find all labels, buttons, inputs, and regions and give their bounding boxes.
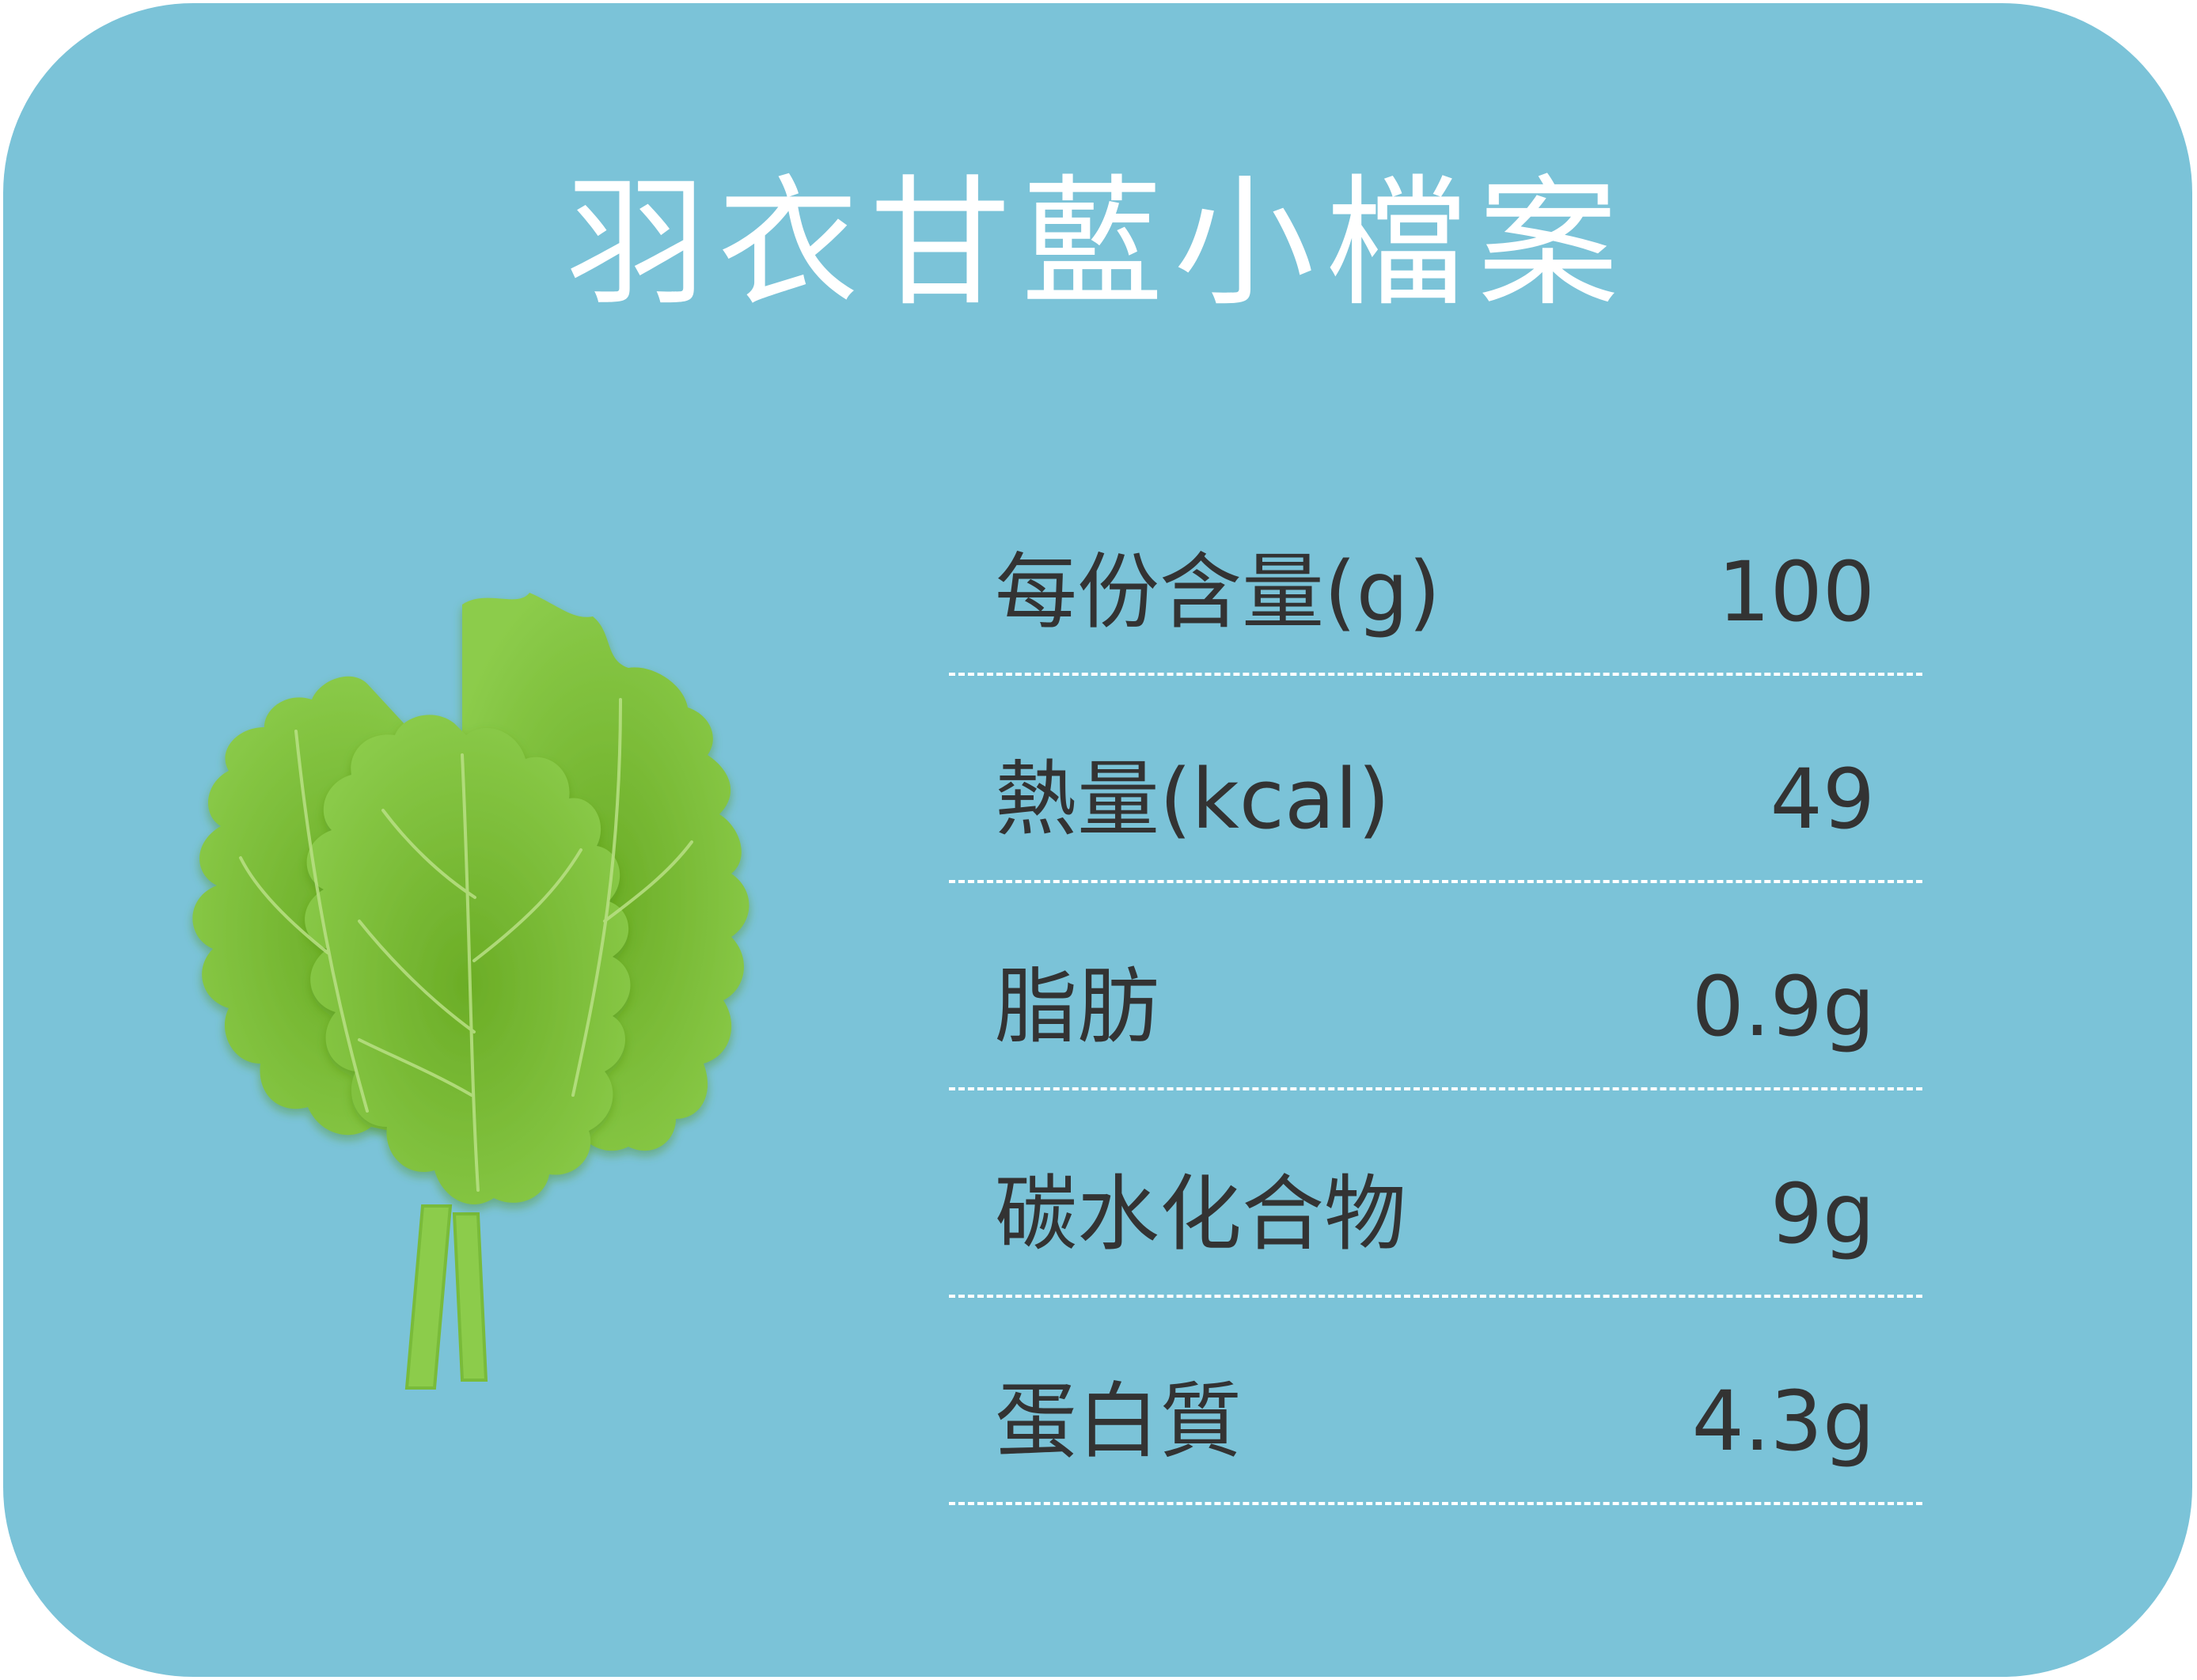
nutrition-label: 每份含量(g): [995, 544, 1441, 640]
nutrition-row: 碳水化合物 9g: [949, 1140, 1922, 1347]
dashed-divider: [949, 1295, 1922, 1298]
nutrition-value: 9g: [1770, 1166, 1875, 1262]
dashed-divider: [949, 1087, 1922, 1090]
kale-stems: [404, 1204, 488, 1390]
dashed-divider: [949, 880, 1922, 883]
nutrition-label: 脂肪: [995, 958, 1160, 1055]
info-card: 羽衣甘藍小檔案: [3, 3, 2192, 1677]
kale-leaf-icon: [192, 593, 749, 1390]
nutrition-value: 4.3g: [1691, 1373, 1875, 1470]
nutrition-label: 熱量(kcal): [995, 751, 1391, 848]
dashed-divider: [949, 1502, 1922, 1505]
nutrition-row: 每份含量(g) 100: [949, 518, 1922, 725]
nutrition-value: 100: [1717, 544, 1875, 640]
nutrition-label: 蛋白質: [995, 1373, 1243, 1470]
card-title: 羽衣甘藍小檔案: [566, 161, 1630, 325]
nutrition-row: 蛋白質 4.3g: [949, 1347, 1922, 1554]
kale-veins: [239, 698, 693, 1192]
dashed-divider: [949, 673, 1922, 676]
nutrition-row: 脂肪 0.9g: [949, 932, 1922, 1140]
nutrition-table: 每份含量(g) 100 熱量(kcal) 49 脂肪 0.9g 碳水化合物 9g…: [949, 518, 1922, 1554]
nutrition-row: 熱量(kcal) 49: [949, 725, 1922, 932]
kale-front-leaf: [305, 715, 631, 1204]
nutrition-value: 0.9g: [1691, 958, 1875, 1055]
nutrition-label: 碳水化合物: [995, 1166, 1407, 1262]
nutrition-value: 49: [1770, 751, 1875, 848]
